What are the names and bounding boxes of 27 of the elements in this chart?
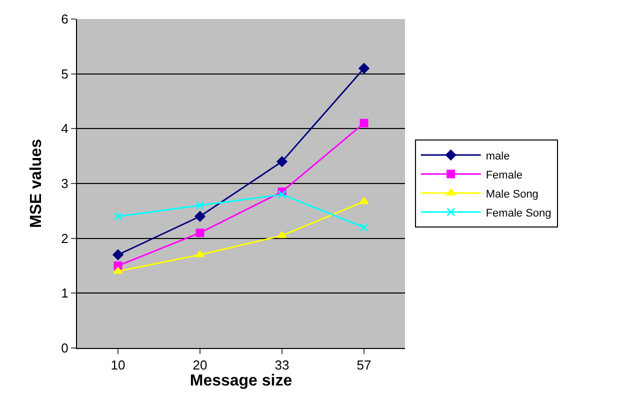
y-tick-label: 3 [61,176,68,192]
point [194,211,206,222]
point [195,250,205,258]
x-tick-label: 57 [356,358,372,373]
point [196,228,204,238]
point [276,156,288,167]
x-axis-title: Message size [190,372,292,390]
point [196,201,204,210]
point [359,197,369,204]
y-tick-label: 5 [61,66,68,82]
x-tick-label: 10 [110,358,126,373]
point [277,231,287,238]
y-tick-label: 4 [61,121,68,136]
y-tick-label: 2 [61,230,68,246]
y-tick-label: 6 [61,12,68,27]
y-tick-label: 0 [61,340,68,356]
point [112,249,124,260]
point [358,63,370,74]
x-tick-label: 20 [192,358,208,373]
x-tick-label: 33 [274,358,290,373]
point [114,212,122,221]
point [278,190,286,199]
y-axis-title: MSE values [28,138,46,228]
point [113,266,123,274]
y-tick-label: 1 [61,286,68,301]
point [360,118,368,128]
point [360,223,368,232]
